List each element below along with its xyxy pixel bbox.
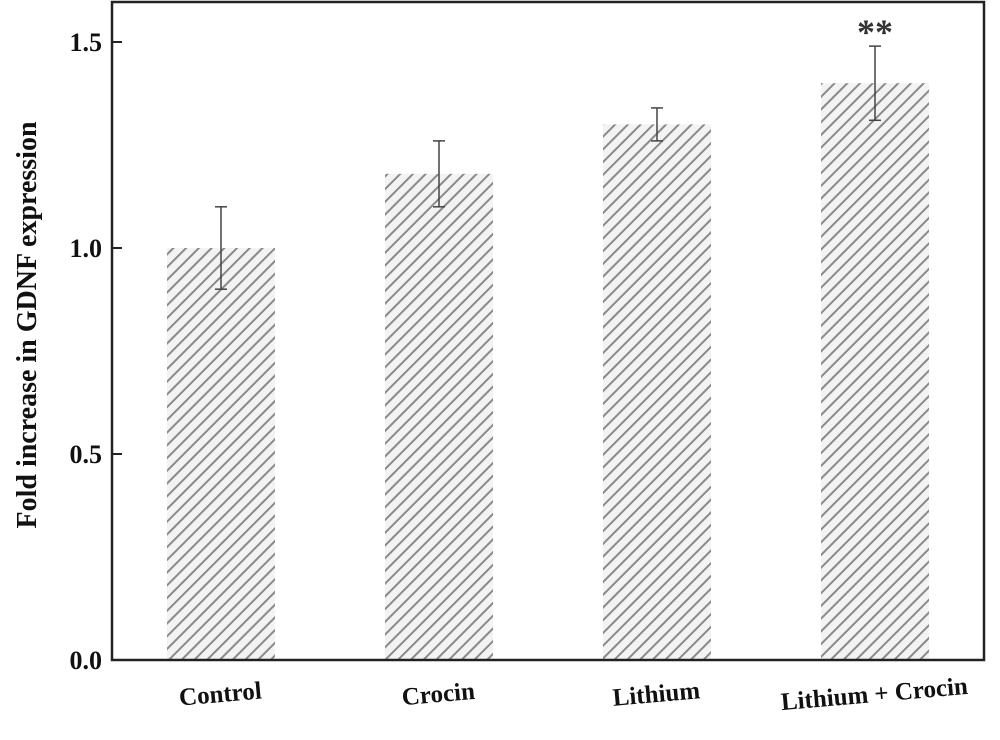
y-tick-label-0: 0.0 bbox=[70, 646, 103, 675]
bar-3 bbox=[821, 83, 929, 660]
bars-layer bbox=[167, 83, 929, 660]
y-tick-label-2: 1.0 bbox=[70, 234, 103, 263]
y-tick-label-3: 1.5 bbox=[70, 28, 103, 57]
annotations-layer: ** bbox=[857, 12, 893, 52]
x-tick-label-3: Lithium + Crocin bbox=[780, 673, 969, 716]
x-tick-label-1: Crocin bbox=[401, 678, 476, 711]
x-tick-label-2: Lithium bbox=[612, 677, 702, 712]
significance-annotation: ** bbox=[857, 12, 893, 52]
y-axis-title: Fold increase in GDNF expression bbox=[12, 121, 43, 528]
x-tick-label-0: Control bbox=[178, 677, 263, 711]
bar-1 bbox=[385, 173, 493, 660]
bar-2 bbox=[603, 124, 711, 660]
error-bars-layer bbox=[215, 45, 881, 290]
x-labels-layer: Control Crocin Lithium Lithium + Crocin bbox=[178, 673, 969, 716]
y-ticks-layer: 0.0 0.5 1.0 1.5 bbox=[70, 28, 122, 675]
y-tick-label-1: 0.5 bbox=[70, 440, 103, 469]
bar-0 bbox=[167, 248, 275, 660]
plot-frame bbox=[110, 0, 986, 662]
